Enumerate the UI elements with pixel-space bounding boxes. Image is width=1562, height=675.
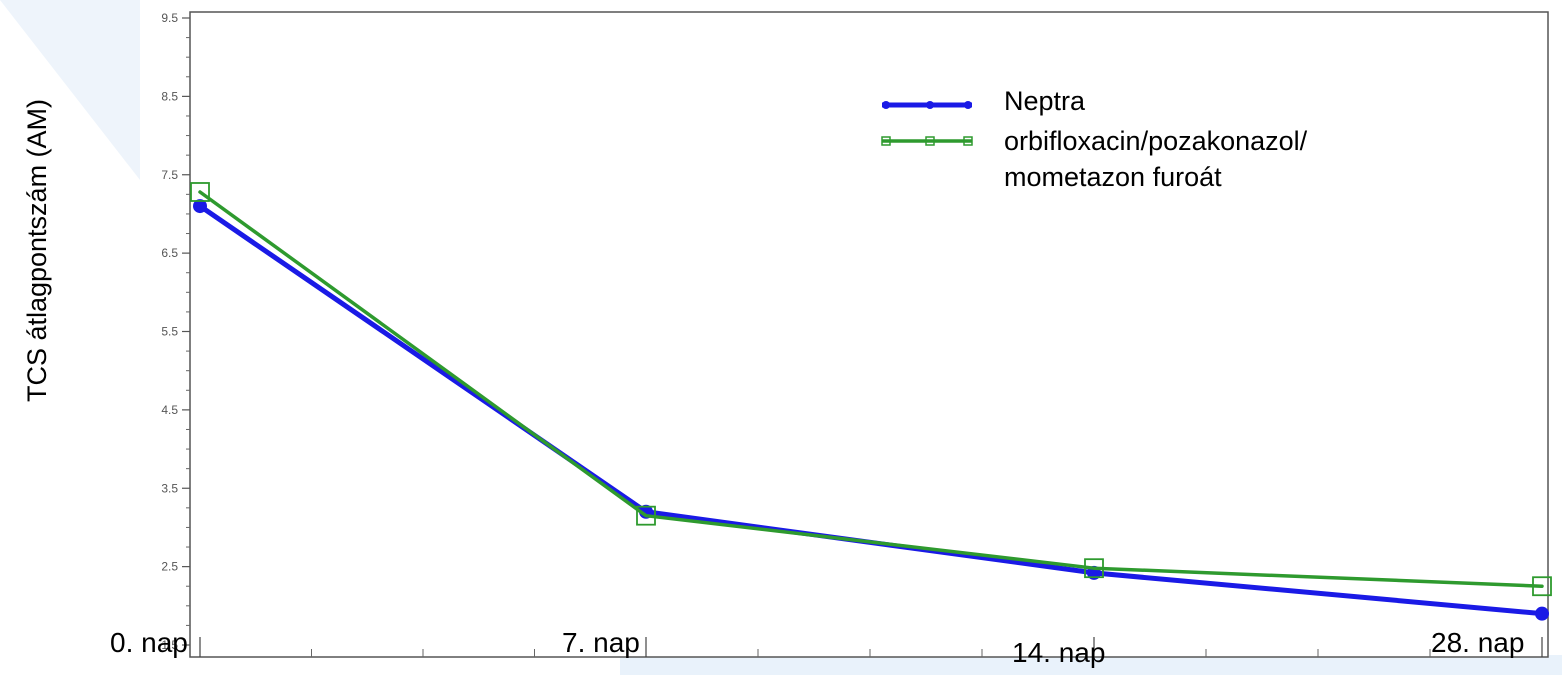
x-tick-label-0: 0. nap xyxy=(110,627,188,658)
series-line-orbifloxacin xyxy=(198,190,1544,588)
legend-marker-orbifloxacin-2 xyxy=(963,136,973,146)
legend-marker-neptra-1 xyxy=(926,101,934,109)
x-tick-label-3: 28. nap xyxy=(1431,627,1525,658)
data-point-orbifloxacin-1 xyxy=(636,505,656,526)
x-tick-label-1: 7. nap xyxy=(562,627,640,658)
legend-label-orbifloxacin-line1: orbifloxacin/pozakonazol/ xyxy=(1004,126,1308,156)
data-point-neptra-0 xyxy=(193,199,207,214)
y-tick-label-1: 8.5 xyxy=(161,89,178,103)
y-axis: 9.5 8.5 7.5 6.5 5.5 4.5 3.5 2.5 1.5 xyxy=(161,11,190,652)
y-tick-label-3: 6.5 xyxy=(161,246,178,260)
y-tick-label-5: 4.5 xyxy=(161,403,178,417)
legend-marker-orbifloxacin-1 xyxy=(925,136,935,146)
series-layer xyxy=(190,182,1552,621)
y-tick-label-0: 9.5 xyxy=(161,11,178,25)
data-point-neptra-3 xyxy=(1535,606,1549,621)
data-point-orbifloxacin-2 xyxy=(1084,558,1104,579)
legend-marker-orbifloxacin-0 xyxy=(881,136,891,146)
legend xyxy=(881,101,973,146)
plot-area xyxy=(189,11,1549,658)
legend-marker-neptra-0 xyxy=(882,101,890,109)
legend-label-neptra: Neptra xyxy=(1004,86,1086,116)
x-tick-label-2: 14. nap xyxy=(1012,637,1106,668)
y-axis-title: TCS átlagpontszám (AM) xyxy=(8,20,68,480)
data-point-orbifloxacin-0 xyxy=(190,182,210,202)
data-point-orbifloxacin-3 xyxy=(1532,576,1552,597)
y-tick-label-8: 1.5 xyxy=(161,638,178,652)
legend-label-orbifloxacin-line2: mometazon furoát xyxy=(1004,162,1222,192)
y-tick-label-6: 3.5 xyxy=(161,481,178,495)
x-axis xyxy=(199,637,1543,657)
y-tick-label-2: 7.5 xyxy=(161,168,178,182)
y-tick-label-4: 5.5 xyxy=(161,325,178,339)
legend-marker-neptra-2 xyxy=(964,101,972,109)
y-tick-label-7: 2.5 xyxy=(161,560,178,574)
y-axis-title-text: TCS átlagpontszám (AM) xyxy=(22,98,53,402)
